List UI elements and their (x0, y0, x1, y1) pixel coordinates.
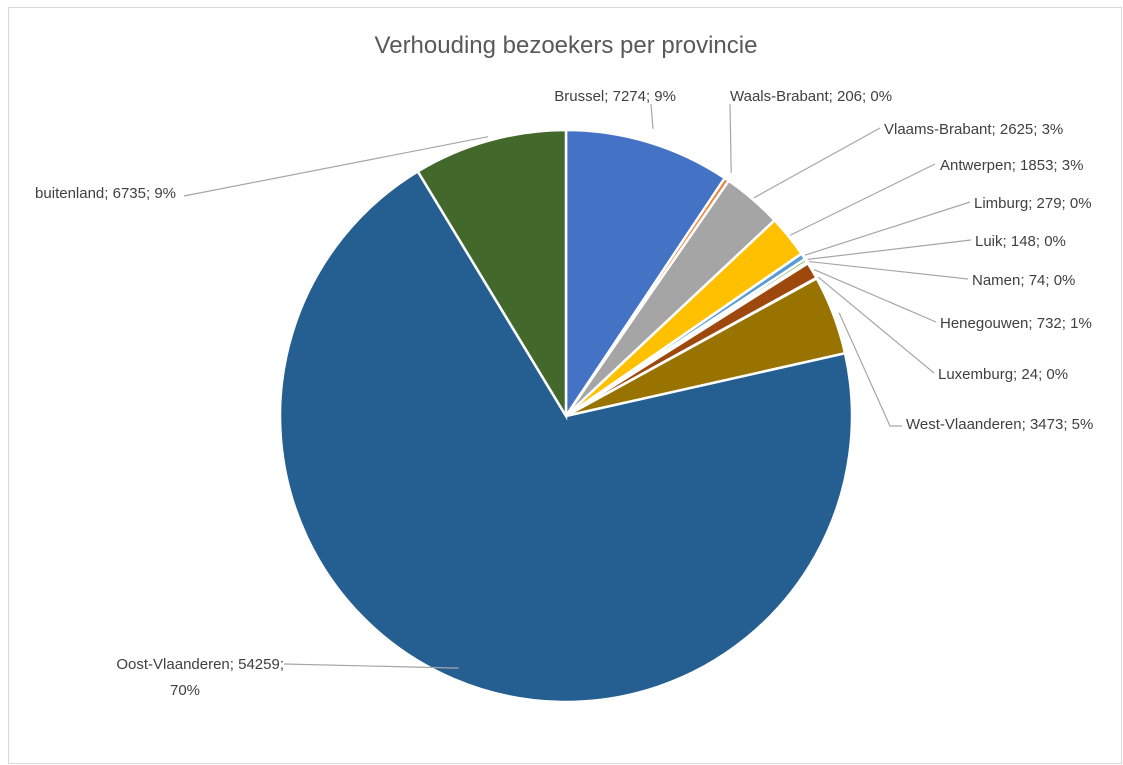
data-label-oost-vlaanderen-percent: 70% (170, 682, 200, 699)
leader-antwerpen (789, 163, 936, 236)
data-label-oost-vlaanderen: Oost-Vlaanderen; 54259; (116, 656, 284, 673)
slice-brussel (564, 128, 727, 421)
data-label-buitenland: buitenland; 6735; 9% (35, 185, 176, 202)
leader-henegouwen (813, 268, 937, 323)
leader-limburg (804, 201, 971, 256)
data-label-limburg: Limburg; 279; 0% (974, 195, 1092, 212)
data-label-luik: Luik; 148; 0% (975, 233, 1066, 250)
data-label-namen: Namen; 74; 0% (972, 272, 1075, 289)
leader-oost-vlaanderen (283, 663, 459, 669)
leader-luik (807, 239, 972, 260)
slice-oost-vlaanderen (278, 169, 854, 704)
leader-vlaams-brabant (753, 127, 881, 199)
slice-buitenland (416, 128, 568, 421)
data-label-luxemburg: Luxemburg; 24; 0% (938, 366, 1068, 383)
leader-namen (809, 260, 969, 280)
leader-brussel (650, 103, 654, 129)
data-label-antwerpen: Antwerpen; 1853; 3% (940, 157, 1083, 174)
leader-waals-brabant (729, 103, 732, 173)
chart-title: Verhouding bezoekers per provincie (375, 32, 758, 59)
leader-luxemburg (817, 276, 935, 374)
data-label-vlaams-brabant: Vlaams-Brabant; 2625; 3% (884, 121, 1063, 138)
data-label-waals-brabant: Waals-Brabant; 206; 0% (730, 88, 892, 105)
leader-west-vlaanderen (838, 312, 902, 427)
leader-buitenland (183, 136, 489, 197)
data-label-west-vlaanderen: West-Vlaanderen; 3473; 5% (906, 416, 1093, 433)
data-labels: Brussel; 7274; 9% Waals-Brabant; 206; 0% V… (35, 88, 1093, 699)
pie-slices (278, 128, 854, 704)
leader-lines (183, 103, 972, 669)
data-label-brussel: Brussel; 7274; 9% (554, 88, 676, 105)
data-label-henegouwen: Henegouwen; 732; 1% (940, 315, 1092, 332)
